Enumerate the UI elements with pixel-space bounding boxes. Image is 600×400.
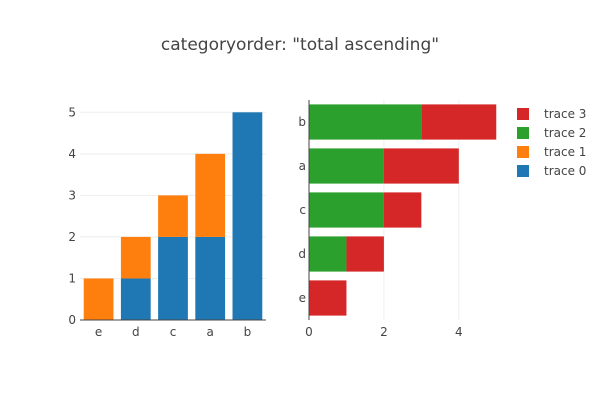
bar-trace-1-c (158, 195, 188, 237)
bar-trace-0-b (232, 112, 263, 320)
bar-trace-3-b (421, 104, 497, 140)
legend-label-trace-2[interactable]: trace 2 (544, 126, 586, 140)
legend-label-trace-3[interactable]: trace 3 (544, 107, 586, 121)
y-tick-label: 3 (68, 188, 76, 202)
y-tick-label: 4 (68, 147, 76, 161)
x-tick-label: d (132, 325, 140, 339)
bar-trace-2-a (309, 148, 384, 184)
legend-label-trace-1[interactable]: trace 1 (544, 145, 586, 159)
legend-swatch-trace-0[interactable] (517, 165, 529, 177)
x-tick-label: b (244, 325, 252, 339)
y-tick-label: 5 (68, 105, 76, 119)
chart-title: categoryorder: "total ascending" (161, 35, 439, 55)
y-tick-label: b (298, 115, 306, 129)
bar-trace-0-d (120, 278, 151, 320)
legend-swatch-trace-3[interactable] (517, 108, 529, 120)
legend-swatch-trace-2[interactable] (517, 127, 529, 139)
bar-trace-3-e (309, 280, 347, 316)
y-tick-label: d (298, 247, 306, 261)
bar-trace-3-c (383, 192, 422, 228)
y-tick-label: 2 (68, 230, 76, 244)
x-tick-label: 0 (305, 325, 313, 339)
bar-trace-2-d (309, 236, 347, 272)
bar-trace-2-c (309, 192, 384, 228)
x-tick-label: e (95, 325, 102, 339)
bar-trace-1-a (195, 153, 226, 237)
y-tick-label: 1 (68, 271, 76, 285)
y-tick-label: 0 (68, 313, 76, 327)
x-tick-label: 2 (380, 325, 388, 339)
bar-trace-1-d (120, 236, 151, 279)
x-tick-label: 4 (455, 325, 463, 339)
right-horizontal-bar-chart: 0 2 4 e d c a b (298, 100, 497, 339)
y-tick-label: a (299, 159, 306, 173)
bar-trace-0-a (195, 236, 226, 320)
left-bar-chart: 0 1 2 3 4 5 e d c a b (68, 105, 266, 339)
bar-trace-0-c (158, 236, 188, 320)
legend-label-trace-0[interactable]: trace 0 (544, 164, 586, 178)
bar-trace-2-b (309, 104, 422, 140)
y-tick-label: e (299, 291, 306, 305)
bar-trace-3-a (383, 148, 459, 184)
x-tick-label: a (207, 325, 214, 339)
legend-swatch-trace-1[interactable] (517, 146, 529, 158)
legend[interactable]: trace 3 trace 2 trace 1 trace 0 (517, 107, 586, 178)
bar-trace-3-d (346, 236, 384, 272)
x-tick-label: c (170, 325, 177, 339)
bar-trace-1-e (83, 278, 114, 320)
y-tick-label: c (299, 203, 306, 217)
